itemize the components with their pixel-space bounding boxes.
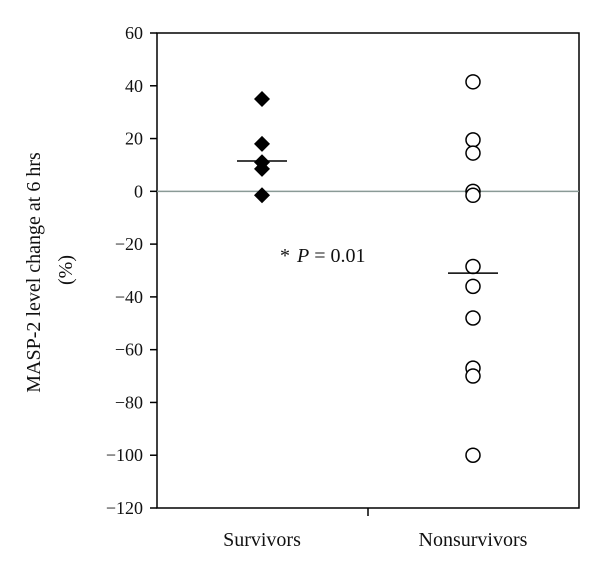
- x-category-label: Nonsurvivors: [419, 529, 528, 551]
- y-tick-label: −120: [106, 498, 143, 518]
- survivor-point: [254, 187, 270, 204]
- data-points: [254, 74, 481, 463]
- y-tick-label: −80: [115, 392, 143, 412]
- y-axis-ticks: 60 40 20 0 −20 −40 −60 −80 −100 −120: [106, 23, 157, 518]
- nonsurvivor-point: [465, 447, 481, 463]
- y-axis-label-line1: MASP-2 level change at 6 hrs: [23, 152, 45, 393]
- nonsurvivor-point: [465, 132, 481, 148]
- survivor-point: [254, 160, 270, 177]
- survivor-point: [254, 135, 270, 152]
- y-tick-label: −60: [115, 340, 143, 360]
- y-tick-label: −40: [115, 287, 143, 307]
- y-tick-label: 40: [125, 76, 143, 96]
- survivor-point: [254, 90, 270, 107]
- y-tick-label: 20: [125, 129, 143, 149]
- x-axis-ticks: Survivors Nonsurvivors: [223, 508, 528, 551]
- nonsurvivor-point: [465, 145, 481, 161]
- p-value-symbol: P: [296, 245, 309, 267]
- y-axis-label-line2: (%): [55, 255, 77, 285]
- p-value-text: = 0.01: [314, 245, 365, 267]
- y-tick-label: 60: [125, 23, 143, 43]
- nonsurvivor-point: [465, 278, 481, 295]
- y-tick-label: 0: [134, 181, 143, 201]
- nonsurvivor-point: [465, 368, 481, 384]
- nonsurvivor-point: [465, 258, 481, 275]
- y-axis-label: MASP-2 level change at 6 hrs (%): [23, 147, 77, 393]
- median-lines: [237, 160, 498, 274]
- x-category-label: Survivors: [223, 529, 301, 551]
- y-tick-label: −20: [115, 234, 143, 254]
- nonsurvivor-point: [465, 187, 481, 204]
- p-value-annotation: * P = 0.01: [280, 245, 366, 267]
- p-value-star: *: [280, 245, 290, 267]
- plot-frame: [156, 32, 580, 509]
- nonsurvivor-point: [465, 74, 481, 90]
- y-tick-label: −100: [106, 445, 143, 465]
- nonsurvivor-point: [465, 310, 481, 326]
